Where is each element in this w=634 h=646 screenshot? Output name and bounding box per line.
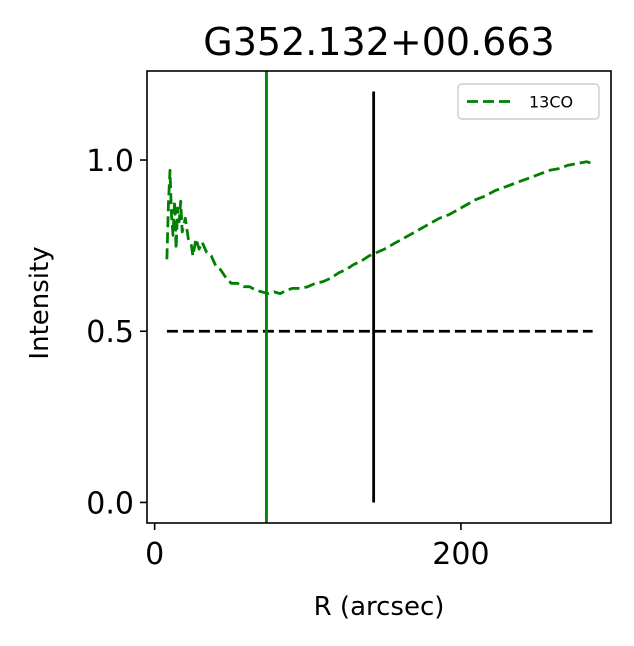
series-13co-line (165, 160, 593, 296)
y-axis-label: Intensity (25, 246, 55, 359)
y-tick-label: 0.5 (86, 315, 134, 350)
axis-ticks: 0 200 0.0 0.5 1.0 (86, 144, 489, 572)
legend-box (457, 83, 600, 120)
legend: 13CO (457, 83, 600, 120)
legend-label: 13CO (529, 93, 573, 112)
y-tick-label: 0.0 (86, 486, 134, 521)
x-tick-label: 0 (145, 537, 164, 572)
plot-area (165, 71, 593, 523)
x-tick-label: 200 (432, 537, 489, 572)
chart-title: G352.132+00.663 (203, 20, 554, 64)
y-tick-label: 1.0 (86, 144, 134, 179)
x-axis-label: R (arcsec) (314, 592, 445, 622)
plot-frame (146, 70, 612, 524)
